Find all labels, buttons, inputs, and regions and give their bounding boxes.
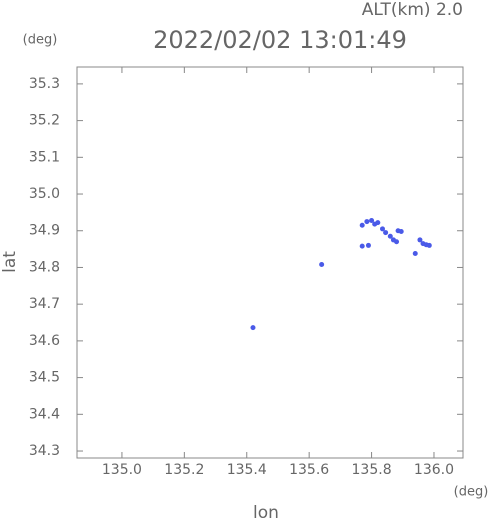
x-tick-label: 135.4 — [227, 462, 267, 478]
x-tick-label: 136.0 — [414, 462, 454, 478]
y-tick-label: 34.8 — [29, 259, 60, 275]
echo-point — [364, 219, 370, 225]
echo-point — [426, 242, 432, 248]
echo-point — [417, 237, 423, 243]
plot-frame — [76, 66, 464, 459]
x-axis-label: lon — [253, 503, 279, 521]
y-tick-label: 35.3 — [29, 76, 60, 92]
echo-point — [359, 243, 365, 249]
y-tick-label: 35.0 — [29, 186, 60, 202]
echo-point — [250, 325, 256, 331]
echo-point — [387, 233, 393, 239]
y-tick-label: 34.6 — [29, 333, 60, 349]
x-tick-label: 135.6 — [289, 462, 329, 478]
echo-point — [369, 217, 375, 223]
chart-title: 2022/02/02 13:01:49 — [153, 26, 407, 54]
y-unit: (deg) — [23, 33, 58, 48]
altitude-label: ALT(km) 2.0 — [362, 0, 463, 20]
y-tick-label: 34.4 — [29, 406, 60, 422]
echo-point — [379, 226, 385, 232]
echo-point — [375, 220, 381, 226]
echo-point — [394, 239, 400, 245]
x-tick-label: 135.0 — [102, 462, 142, 478]
y-tick-label: 34.9 — [29, 223, 60, 239]
y-tick-label: 35.1 — [29, 149, 60, 165]
echo-point — [398, 228, 404, 234]
echo-point — [365, 242, 371, 248]
echo-point — [319, 262, 325, 268]
echo-point — [359, 222, 365, 228]
x-tick-label: 135.8 — [352, 462, 392, 478]
y-tick-label: 35.2 — [29, 113, 60, 129]
x-tick-label: 135.2 — [164, 462, 204, 478]
echo-point — [383, 230, 389, 236]
x-unit: (deg) — [454, 485, 489, 500]
echo-point — [412, 251, 418, 257]
y-tick-label: 34.5 — [29, 370, 60, 386]
y-tick-label: 34.7 — [29, 296, 60, 312]
y-axis-label: lat — [0, 251, 20, 273]
y-tick-label: 34.3 — [29, 443, 60, 459]
